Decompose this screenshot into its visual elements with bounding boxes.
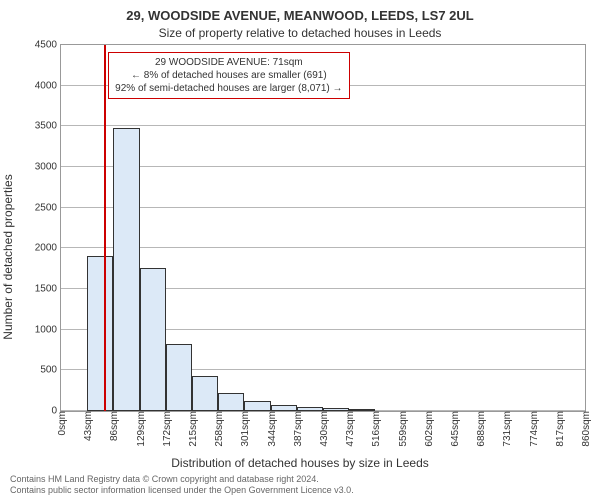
x-tick-label: 215sqm	[188, 411, 199, 447]
gridline	[61, 166, 585, 167]
plot-area: 0500100015002000250030003500400045000sqm…	[60, 44, 586, 412]
info-line: 92% of semi-detached houses are larger (…	[115, 82, 342, 95]
histogram-bar	[323, 408, 349, 411]
y-tick-label: 2500	[35, 202, 57, 213]
info-box: 29 WOODSIDE AVENUE: 71sqm← 8% of detache…	[108, 52, 349, 99]
chart-title: 29, WOODSIDE AVENUE, MEANWOOD, LEEDS, LS…	[10, 8, 590, 24]
x-tick-label: 688sqm	[476, 411, 487, 447]
footer-line-1: Contains HM Land Registry data © Crown c…	[10, 474, 590, 485]
x-tick-label: 86sqm	[109, 411, 120, 441]
histogram-bar	[244, 401, 270, 411]
x-tick-label: 172sqm	[162, 411, 173, 447]
y-axis-label: Number of detached properties	[1, 174, 15, 339]
x-tick-label: 301sqm	[240, 411, 251, 447]
histogram-bar	[140, 268, 166, 411]
chart-subtitle: Size of property relative to detached ho…	[10, 26, 590, 40]
y-tick-label: 500	[40, 365, 57, 376]
gridline	[61, 207, 585, 208]
y-tick-label: 4000	[35, 80, 57, 91]
chart-titles: 29, WOODSIDE AVENUE, MEANWOOD, LEEDS, LS…	[10, 8, 590, 40]
x-tick-label: 43sqm	[83, 411, 94, 441]
y-tick-label: 3500	[35, 121, 57, 132]
info-line: ← 8% of detached houses are smaller (691…	[115, 69, 342, 82]
y-tick-label: 2000	[35, 243, 57, 254]
x-tick-label: 129sqm	[136, 411, 147, 447]
histogram-bar	[349, 409, 375, 411]
histogram-bar	[87, 256, 113, 411]
histogram-bar	[113, 128, 139, 411]
x-tick-label: 516sqm	[371, 411, 382, 447]
y-tick-label: 1000	[35, 324, 57, 335]
histogram-bar	[218, 393, 244, 411]
y-tick-label: 3000	[35, 162, 57, 173]
gridline	[61, 44, 585, 45]
x-tick-label: 731sqm	[502, 411, 513, 447]
y-tick-label: 1500	[35, 284, 57, 295]
histogram-bar	[297, 407, 323, 411]
y-tick-label: 4500	[35, 40, 57, 51]
reference-line	[104, 45, 106, 411]
x-tick-label: 473sqm	[345, 411, 356, 447]
x-tick-label: 344sqm	[267, 411, 278, 447]
x-tick-label: 258sqm	[214, 411, 225, 447]
plot-region: 0500100015002000250030003500400045000sqm…	[60, 44, 586, 412]
x-tick-label: 0sqm	[57, 411, 68, 435]
x-tick-label: 387sqm	[293, 411, 304, 447]
x-tick-label: 817sqm	[555, 411, 566, 447]
footer-line-2: Contains public sector information licen…	[10, 485, 590, 496]
histogram-bar	[192, 376, 218, 411]
x-tick-label: 430sqm	[319, 411, 330, 447]
x-tick-label: 860sqm	[581, 411, 592, 447]
histogram-bar	[166, 344, 192, 411]
x-tick-label: 559sqm	[398, 411, 409, 447]
histogram-bar	[271, 405, 297, 412]
gridline	[61, 247, 585, 248]
x-tick-label: 602sqm	[424, 411, 435, 447]
property-size-chart: 29, WOODSIDE AVENUE, MEANWOOD, LEEDS, LS…	[0, 0, 600, 500]
x-axis-label: Distribution of detached houses by size …	[0, 456, 600, 470]
info-line: 29 WOODSIDE AVENUE: 71sqm	[115, 56, 342, 69]
x-tick-label: 774sqm	[529, 411, 540, 447]
gridline	[61, 125, 585, 126]
attribution-footer: Contains HM Land Registry data © Crown c…	[10, 474, 590, 496]
x-tick-label: 645sqm	[450, 411, 461, 447]
